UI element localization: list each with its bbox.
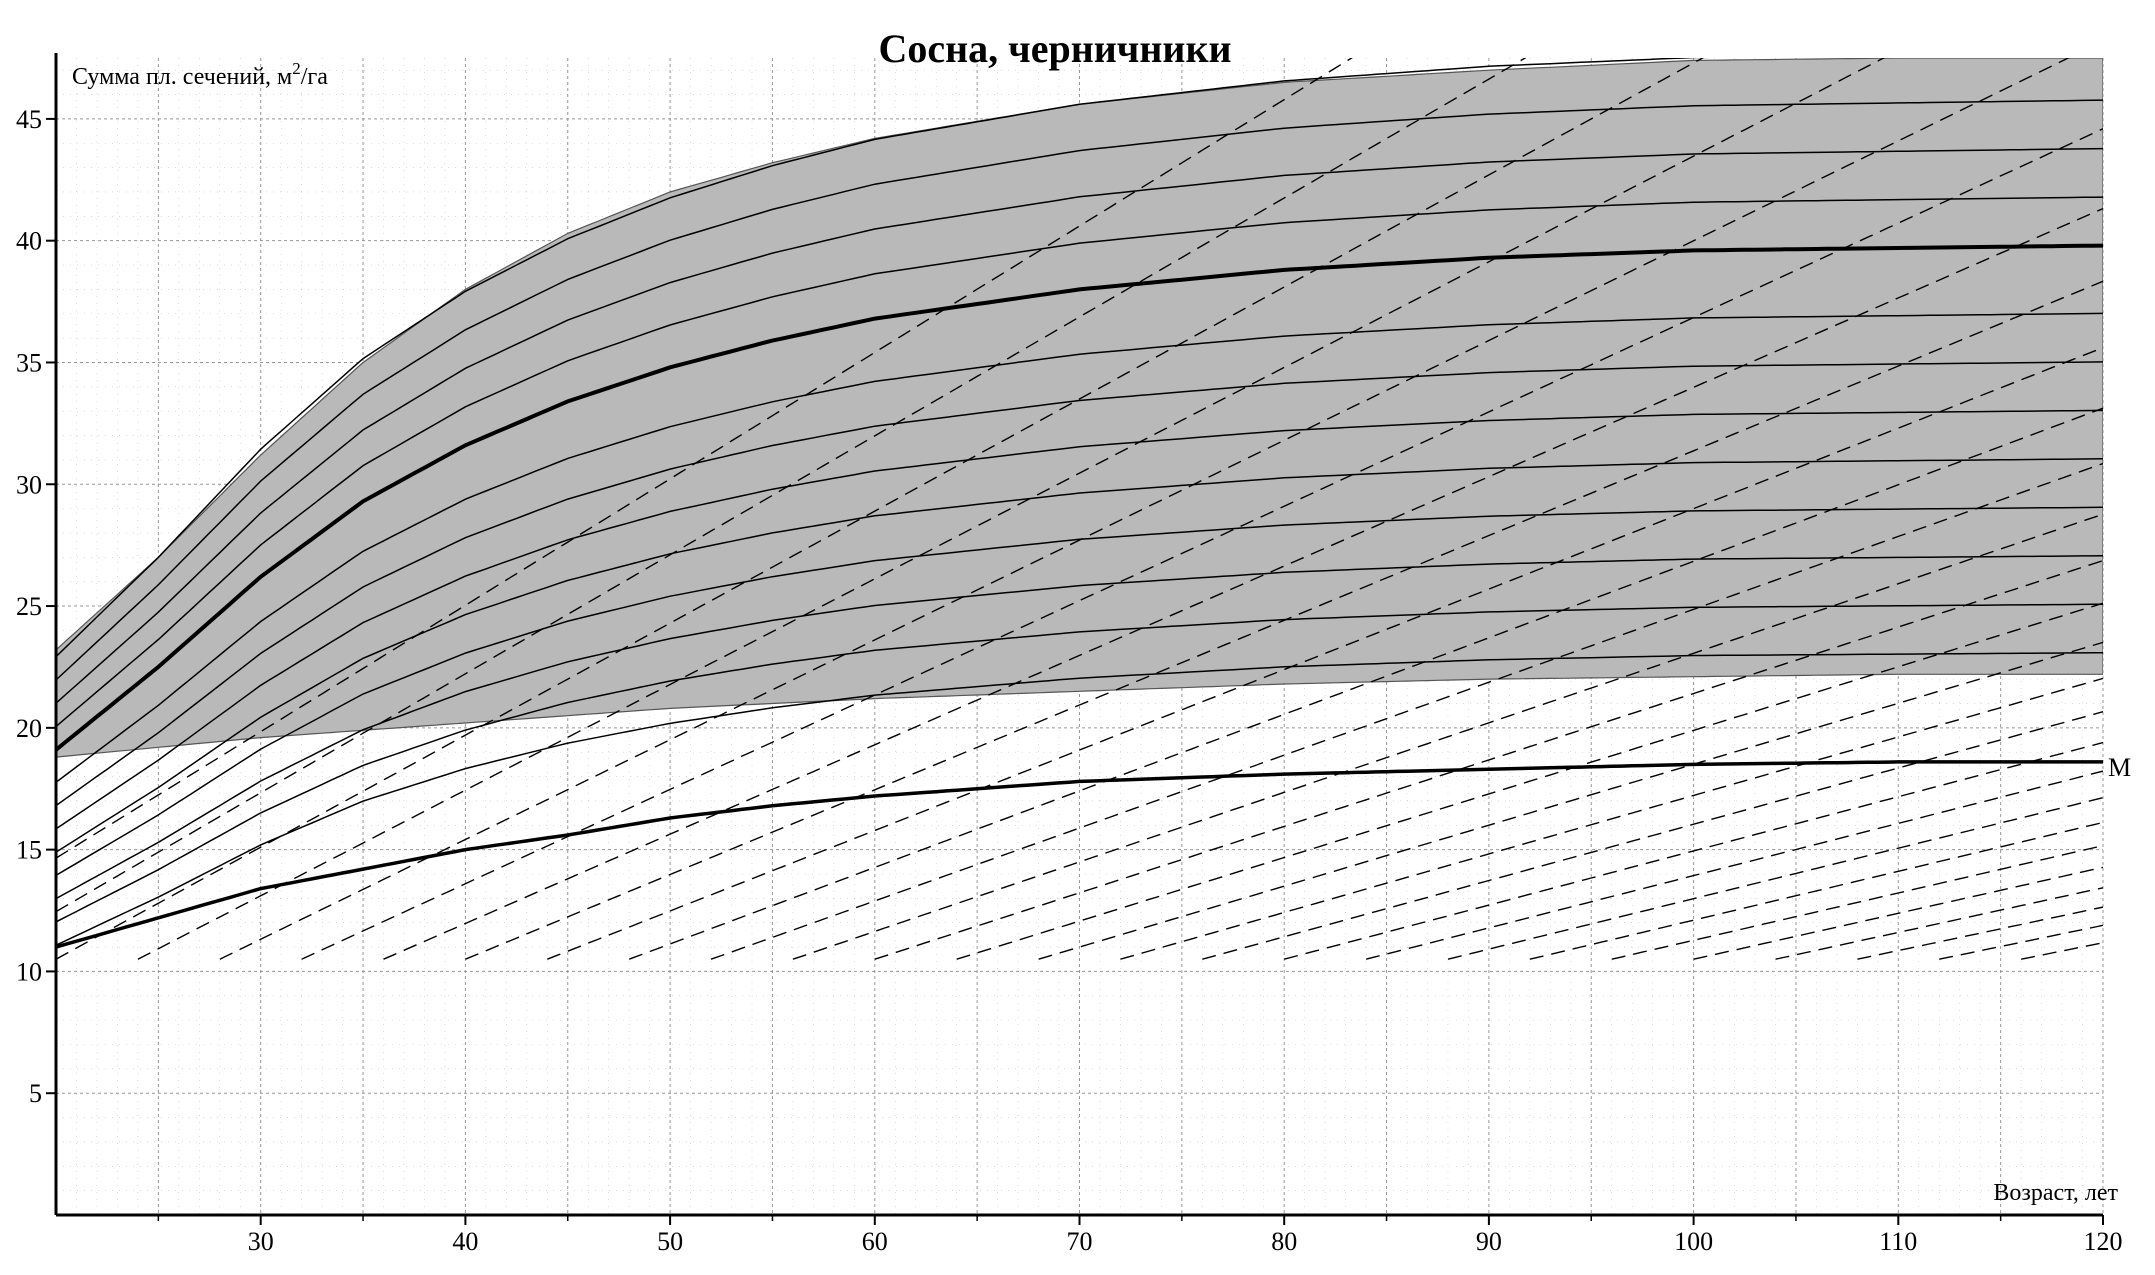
dashed-line	[1202, 711, 2103, 960]
band-area	[56, 58, 2103, 758]
dashed-line	[56, 58, 1704, 960]
family-curve	[56, 409, 2103, 830]
family-curve	[56, 603, 2103, 923]
shaded-band	[56, 58, 2103, 758]
family-curve	[56, 458, 2103, 853]
dashed-line	[1857, 906, 2103, 960]
dashed-line	[1365, 770, 2103, 960]
chart-title: Сосна, черничники	[878, 26, 1231, 71]
x-tick-label: 50	[657, 1227, 683, 1256]
m-curve-label: M	[2108, 753, 2131, 782]
x-tick-label: 110	[1879, 1227, 1917, 1256]
y-axis-label-main: Сумма пл. сечений, м	[72, 64, 292, 90]
x-tick-label: 60	[862, 1227, 888, 1256]
dashed-line	[628, 407, 2103, 960]
y-tick-label: 25	[16, 592, 42, 621]
dashed-line	[1611, 844, 2103, 960]
dashed-line	[710, 462, 2103, 960]
dashed-line	[1447, 797, 2103, 960]
dashed-line	[874, 559, 2103, 960]
tick-labels: 30 40 50 60 70 80 90 100 110 120 5 10 15 20 25 30 35 40 45	[16, 105, 2123, 1256]
m-curve	[56, 760, 2103, 949]
dashed-line	[1284, 741, 2103, 960]
family-curve	[56, 555, 2103, 900]
solid-curves	[56, 58, 2103, 949]
family-curve	[56, 506, 2103, 877]
y-axis-label-sup: 2	[292, 59, 301, 78]
dashed-line	[137, 58, 1886, 960]
dashed-line	[301, 128, 2103, 960]
y-tick-label: 35	[16, 348, 42, 377]
x-tick-label: 40	[452, 1227, 478, 1256]
dashed-line	[383, 207, 2103, 960]
dashed-line	[1693, 866, 2103, 960]
dashed-line	[956, 602, 2103, 960]
x-axis-label: Возраст, лет	[1993, 1180, 2118, 1206]
x-tick-label: 30	[248, 1227, 274, 1256]
family-curve	[56, 361, 2103, 807]
dashed-line	[1529, 821, 2103, 960]
dashed-line	[547, 346, 2103, 960]
y-tick-label: 30	[16, 470, 42, 499]
y-tick-label: 40	[16, 227, 42, 256]
y-tick-label: 5	[29, 1079, 42, 1108]
dashed-line	[2020, 942, 2103, 960]
family-curve	[56, 312, 2103, 783]
y-axis-label-tail: /га	[301, 64, 329, 90]
y-tick-label: 15	[16, 836, 42, 865]
y-tick-label: 45	[16, 105, 42, 134]
x-tick-label: 120	[2084, 1227, 2123, 1256]
dashed-line	[56, 58, 1353, 859]
dashed-line	[792, 513, 2103, 960]
family-curve	[56, 196, 2103, 728]
x-tick-label: 80	[1271, 1227, 1297, 1256]
x-tick-label: 90	[1476, 1227, 1502, 1256]
bold-curve	[56, 243, 2103, 752]
y-tick-label: 20	[16, 714, 42, 743]
x-tick-label: 100	[1674, 1227, 1713, 1256]
family-curve	[56, 147, 2103, 704]
dashed-line	[1939, 924, 2103, 960]
dashed-line	[219, 58, 2070, 960]
x-tick-label: 70	[1067, 1227, 1093, 1256]
family-curve	[56, 58, 1712, 658]
dashed-line	[1120, 677, 2103, 960]
y-axis-label: Сумма пл. сечений, м2/га	[72, 59, 328, 90]
dashed-line	[1775, 887, 2103, 960]
y-tick-label: 10	[16, 957, 42, 986]
family-curve	[56, 99, 2103, 681]
dashed-line	[1038, 641, 2103, 960]
family-curve	[56, 651, 2103, 946]
